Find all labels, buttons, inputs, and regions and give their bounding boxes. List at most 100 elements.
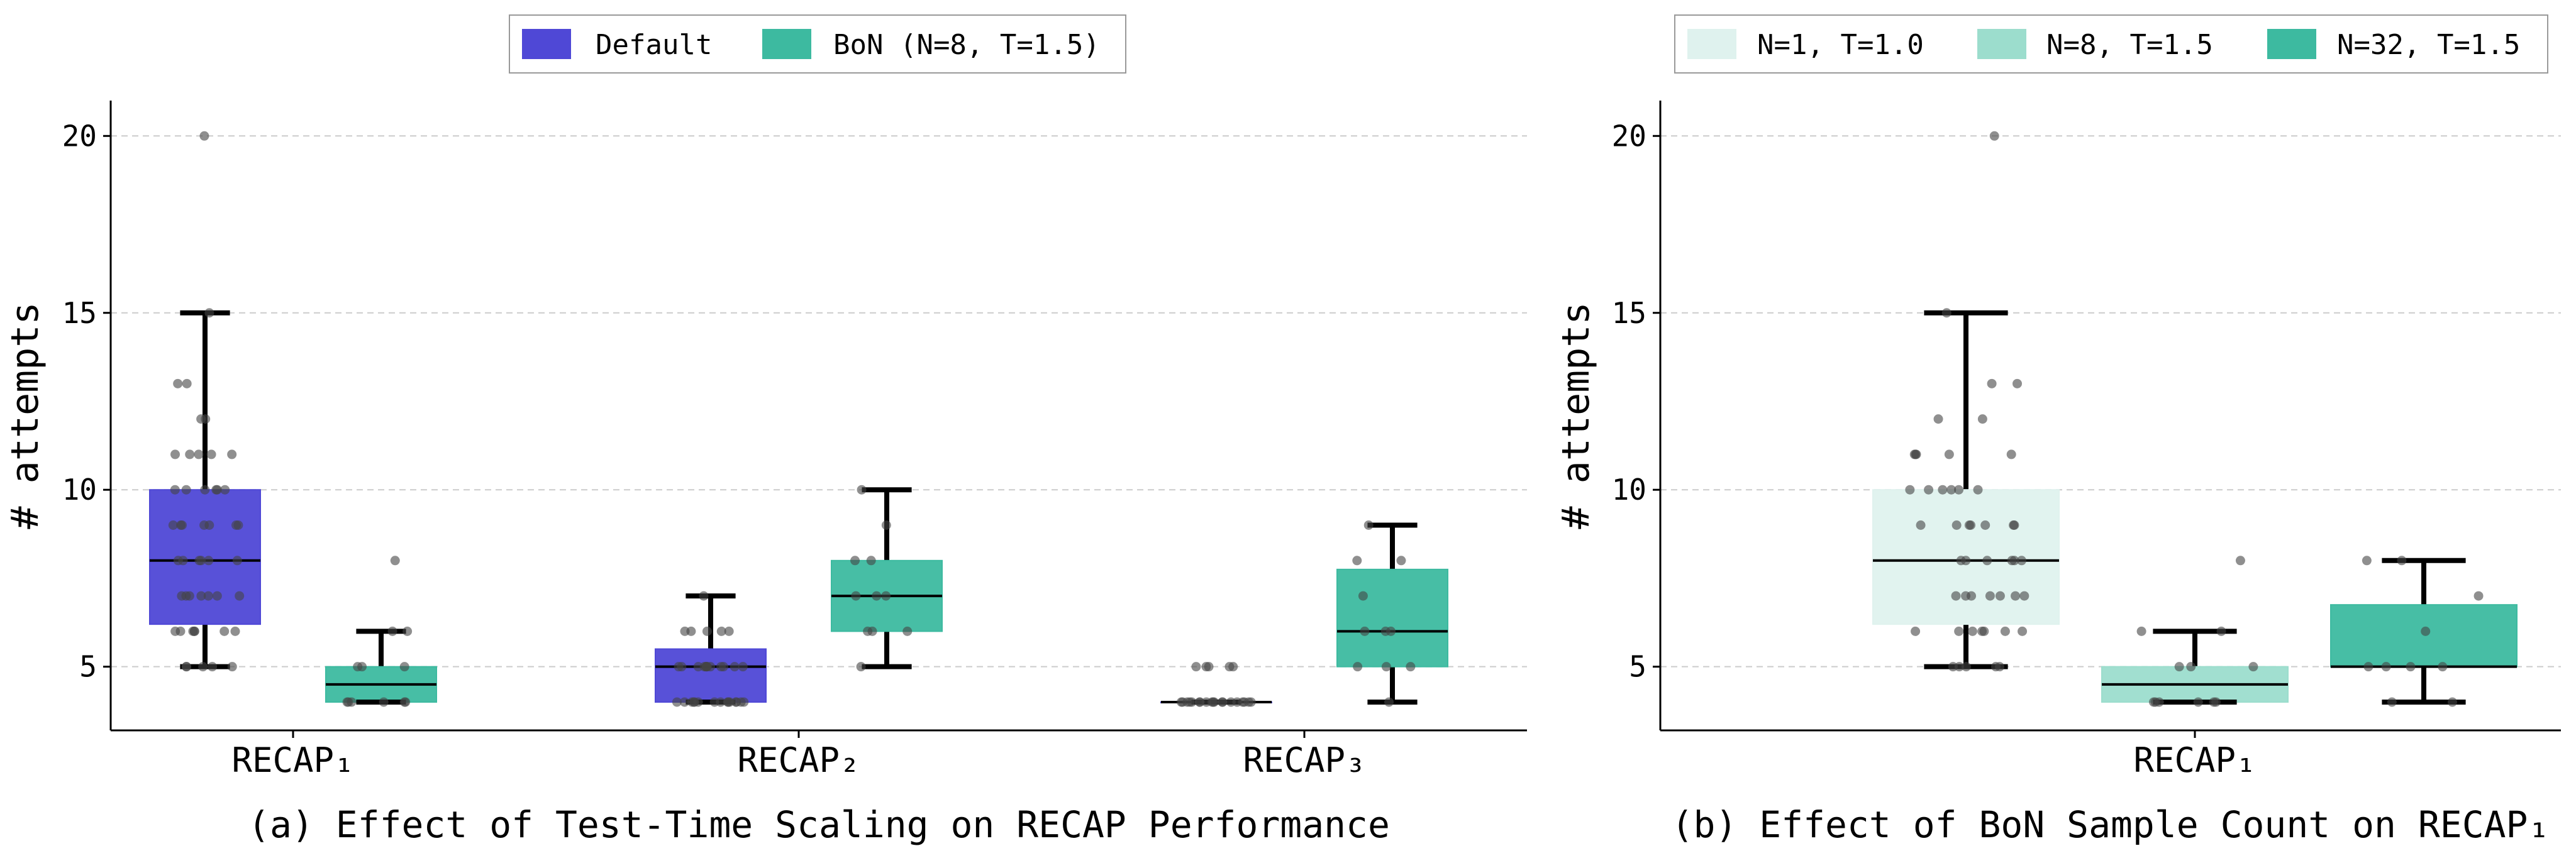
legend-label: N=8, T=1.5 — [2046, 29, 2213, 61]
data-point — [189, 626, 199, 636]
data-point — [235, 591, 245, 601]
data-point — [2397, 556, 2407, 566]
data-point — [1938, 485, 1948, 495]
data-point — [170, 485, 180, 495]
data-point — [2016, 556, 2026, 566]
data-point — [353, 662, 363, 672]
data-point — [182, 378, 192, 388]
legend-swatch — [1977, 29, 2026, 59]
data-point — [178, 556, 188, 566]
data-point — [686, 626, 696, 636]
data-point — [1989, 131, 1999, 141]
data-point — [693, 662, 703, 672]
data-point — [1980, 520, 1990, 530]
data-point — [2154, 697, 2164, 707]
data-point — [1226, 697, 1236, 707]
y-tick-label: 20 — [62, 119, 97, 153]
legend-frame — [509, 14, 1126, 74]
data-point — [1191, 662, 1201, 672]
data-point — [185, 449, 195, 459]
data-point — [672, 697, 682, 707]
data-point — [1194, 697, 1204, 707]
data-point — [1406, 662, 1416, 672]
data-point — [1954, 662, 1964, 672]
data-point — [851, 591, 861, 601]
y-axis-label: # attempts — [1554, 302, 1598, 529]
panel-caption: (a) Effect of Test-Time Scaling on RECAP… — [248, 803, 1390, 846]
data-point — [196, 591, 206, 601]
data-point — [206, 449, 216, 459]
data-point — [227, 449, 237, 459]
data-point — [1363, 520, 1374, 530]
data-point — [1240, 697, 1250, 707]
data-point — [203, 591, 213, 601]
data-point — [170, 626, 180, 636]
data-point — [1954, 485, 1964, 495]
box-bon-n-8-t-1-5--0 — [325, 556, 437, 707]
data-point — [881, 591, 891, 601]
x-tick-label: RECAP₃ — [1243, 740, 1365, 780]
data-point — [1982, 556, 1992, 566]
data-point — [1352, 556, 1362, 566]
data-point — [1977, 414, 1987, 424]
data-point — [181, 662, 191, 672]
chart-panel-b: 5 10 15 20 # attempts RECAP₁ N=1, T=1.0 N=8, T=… — [1554, 14, 2561, 846]
box-default-1 — [655, 591, 767, 707]
data-point — [2009, 520, 2019, 530]
data-point — [2363, 662, 2373, 672]
data-point — [1384, 697, 1394, 707]
data-point — [2438, 662, 2448, 672]
data-point — [1246, 697, 1256, 707]
data-point — [227, 662, 237, 672]
data-point — [387, 626, 397, 636]
data-point — [2248, 662, 2258, 672]
data-point — [2012, 378, 2023, 388]
data-point — [1218, 697, 1228, 707]
data-point — [401, 697, 411, 707]
box-n-8-t-1-5-0 — [2101, 556, 2289, 707]
data-point — [2007, 556, 2017, 566]
data-point — [194, 556, 204, 566]
legend-item: N=1, T=1.0 — [1687, 29, 1924, 61]
panel-caption: (b) Effect of BoN Sample Count on RECAP₁ — [1672, 803, 2550, 846]
data-point — [390, 556, 400, 566]
legend-item: N=8, T=1.5 — [1977, 29, 2213, 61]
box-n-32-t-1-5-0 — [2330, 556, 2518, 707]
data-point — [204, 308, 214, 318]
data-point — [1381, 662, 1391, 672]
chart-panel-a: 5 10 15 20 # attempts RECAP₁ RECAP₂ RECAP₃ Defau… — [3, 14, 1527, 846]
data-point — [2186, 662, 2196, 672]
data-point — [2011, 591, 2021, 601]
y-tick-label: 20 — [1612, 119, 1646, 153]
data-point — [199, 131, 209, 141]
data-point — [674, 662, 684, 672]
box-body — [149, 489, 261, 625]
box-default-0 — [149, 131, 261, 672]
data-point — [716, 626, 726, 636]
data-point — [2000, 626, 2010, 636]
data-point — [181, 591, 191, 601]
data-point — [866, 556, 876, 566]
data-point — [233, 520, 243, 530]
box-n-1-t-1-0-0 — [1872, 131, 2060, 672]
x-tick-label: RECAP₂ — [737, 740, 860, 780]
data-point — [1933, 414, 1943, 424]
data-point — [232, 556, 242, 566]
data-point — [1985, 591, 1995, 601]
data-point — [342, 697, 352, 707]
data-point — [1951, 520, 1962, 530]
data-point — [2006, 449, 2016, 459]
y-tick-label: 15 — [1612, 296, 1646, 330]
data-point — [2216, 626, 2226, 636]
data-point — [738, 662, 748, 672]
data-point — [2421, 626, 2431, 636]
data-point — [379, 697, 389, 707]
data-point — [208, 662, 218, 672]
box-bon-n-8-t-1-5--1 — [831, 485, 943, 672]
data-point — [170, 449, 180, 459]
data-point — [200, 485, 210, 495]
legend-label: N=32, T=1.5 — [2337, 29, 2520, 61]
data-point — [2136, 626, 2146, 636]
data-point — [716, 662, 726, 672]
data-point — [2447, 697, 2457, 707]
